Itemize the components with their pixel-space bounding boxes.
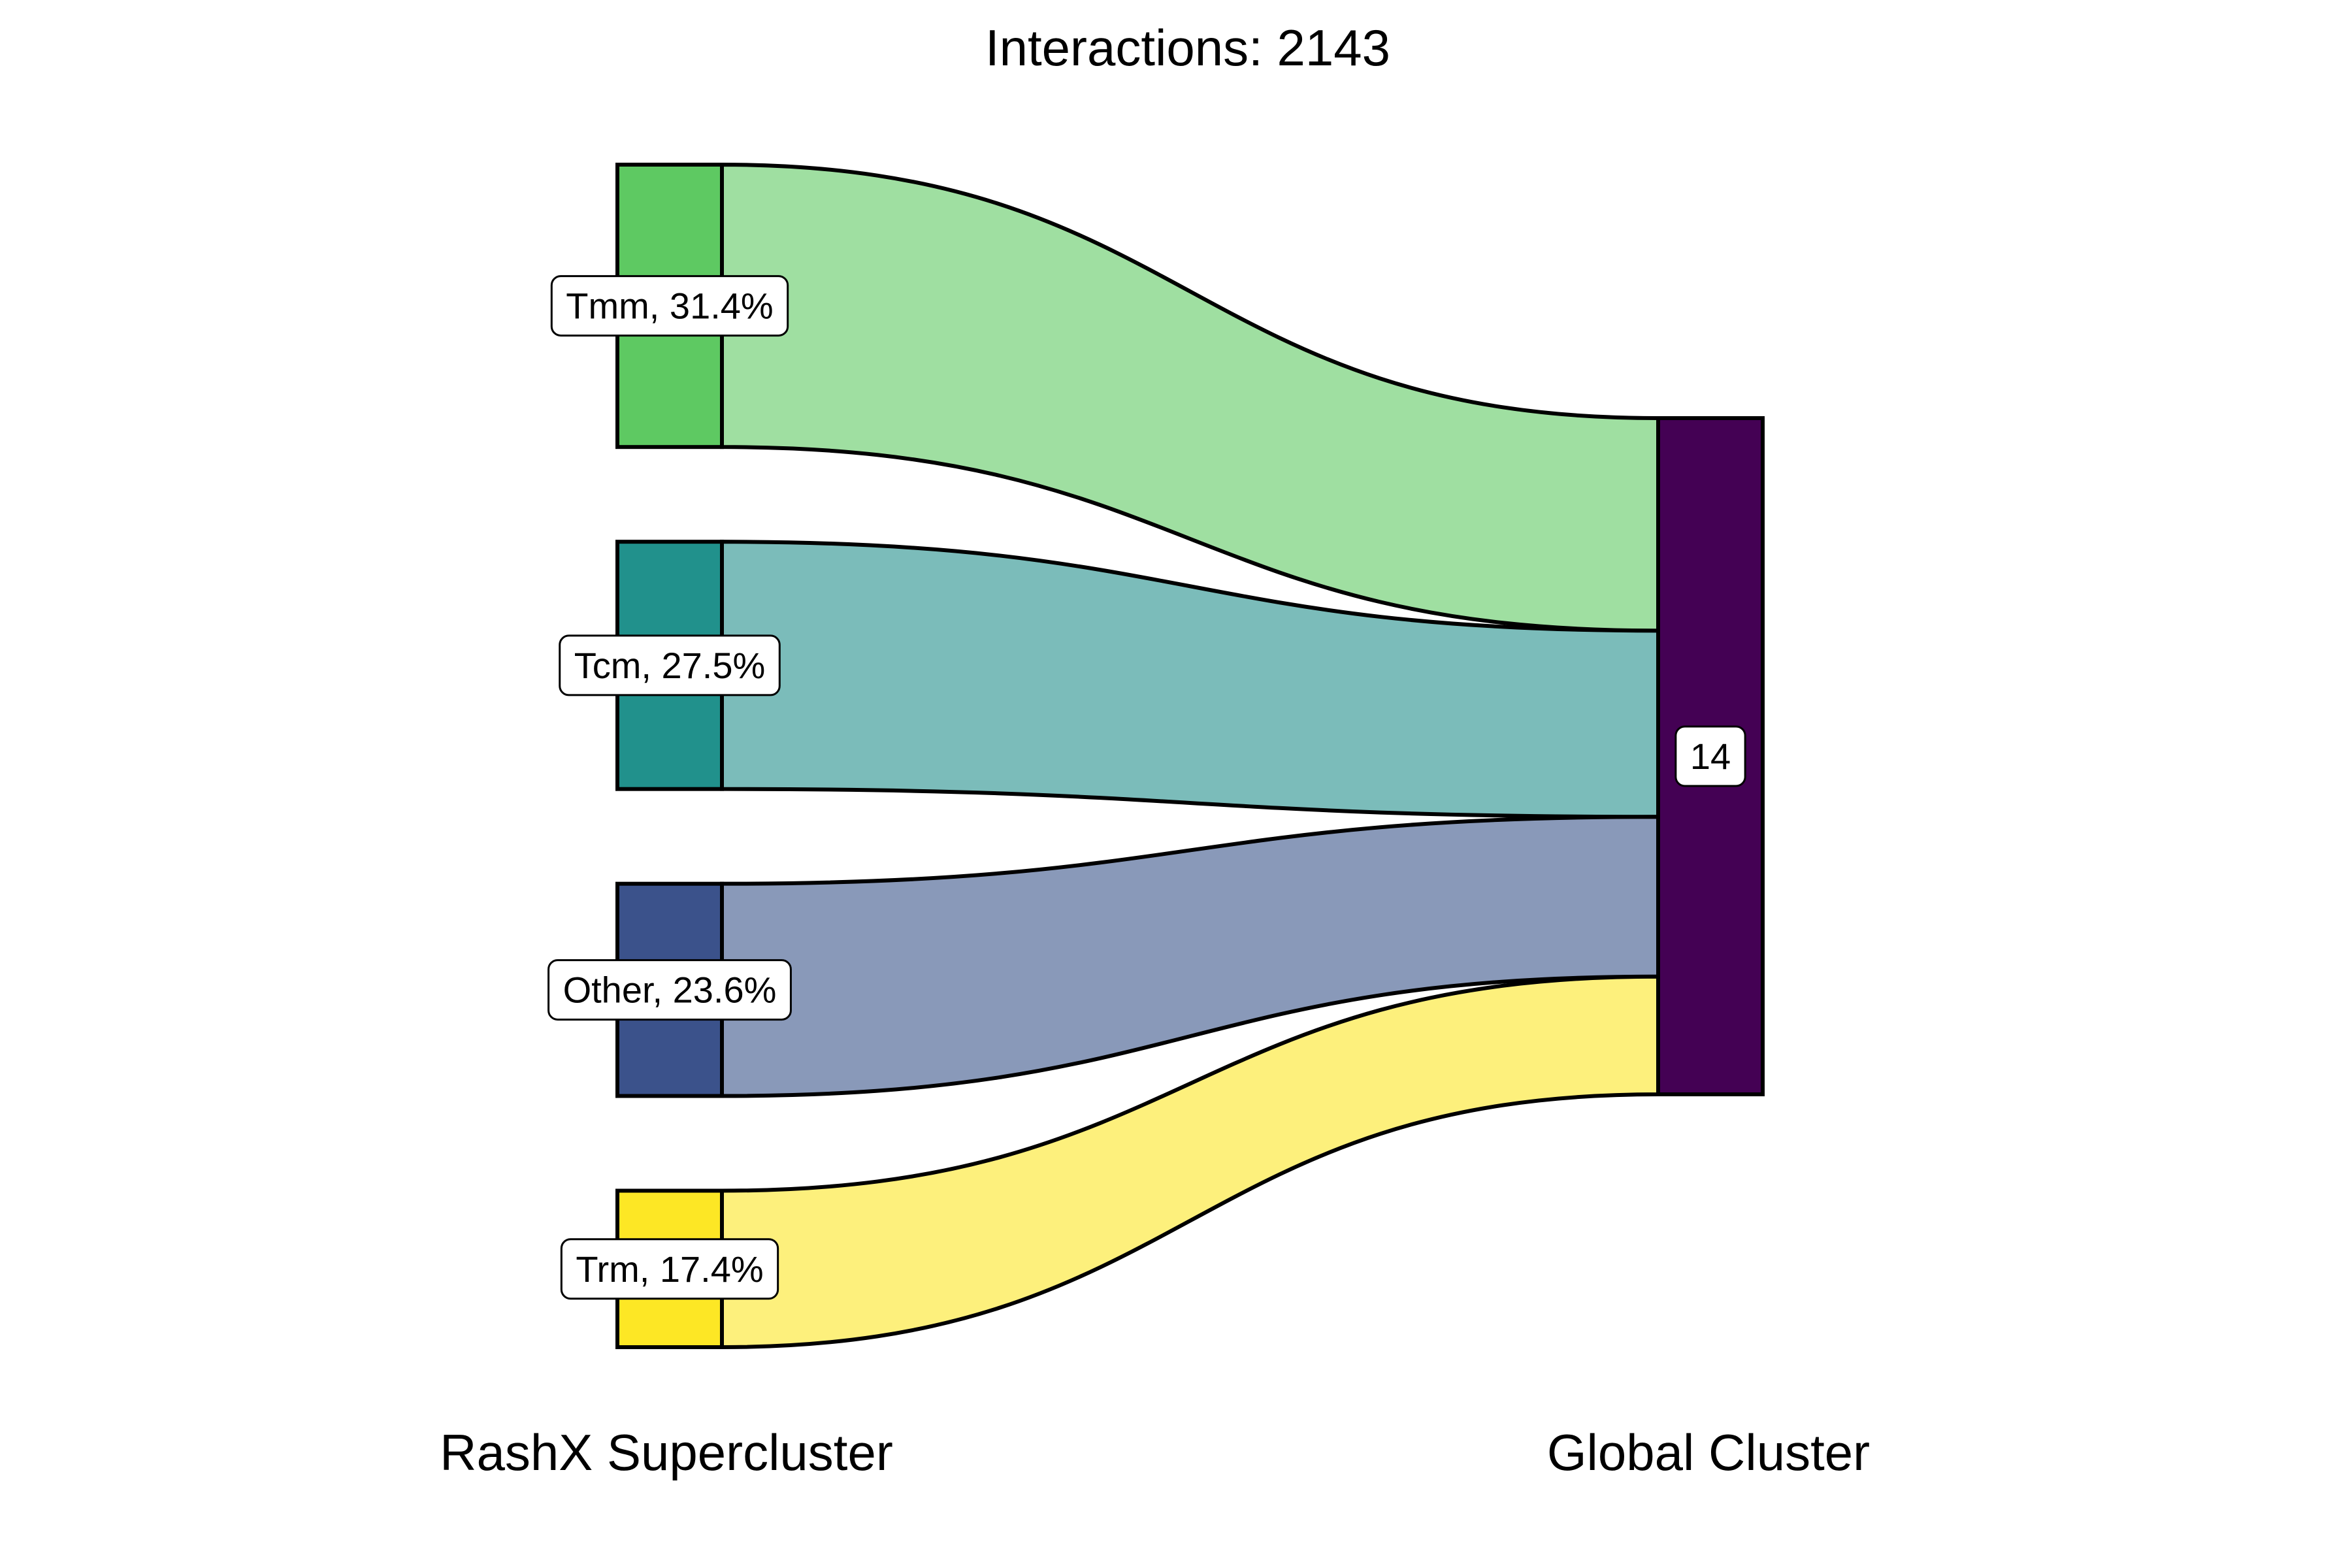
chart-title: Interactions: 2143 <box>985 19 1390 76</box>
svg-text:Other, 23.6%: Other, 23.6% <box>563 970 777 1011</box>
node-labels: Tmm, 31.4% Tcm, 27.5% Other, 23.6% Trm, 17.… <box>547 275 1746 1300</box>
svg-text:14: 14 <box>1690 736 1731 777</box>
label-tcm: Tcm, 27.5% <box>559 634 781 696</box>
label-other: Other, 23.6% <box>547 959 792 1021</box>
flows <box>720 162 1660 1350</box>
label-tmm: Tmm, 31.4% <box>550 275 789 337</box>
label-trm: Trm, 17.4% <box>560 1238 779 1300</box>
axis-label-source: RashX Supercluster <box>440 1424 893 1481</box>
svg-text:Tcm, 27.5%: Tcm, 27.5% <box>574 645 766 686</box>
label-target-14: 14 <box>1674 725 1746 787</box>
svg-text:Tmm, 31.4%: Tmm, 31.4% <box>566 286 773 327</box>
svg-text:Trm, 17.4%: Trm, 17.4% <box>576 1249 763 1290</box>
axis-label-target: Global Cluster <box>1547 1424 1870 1481</box>
